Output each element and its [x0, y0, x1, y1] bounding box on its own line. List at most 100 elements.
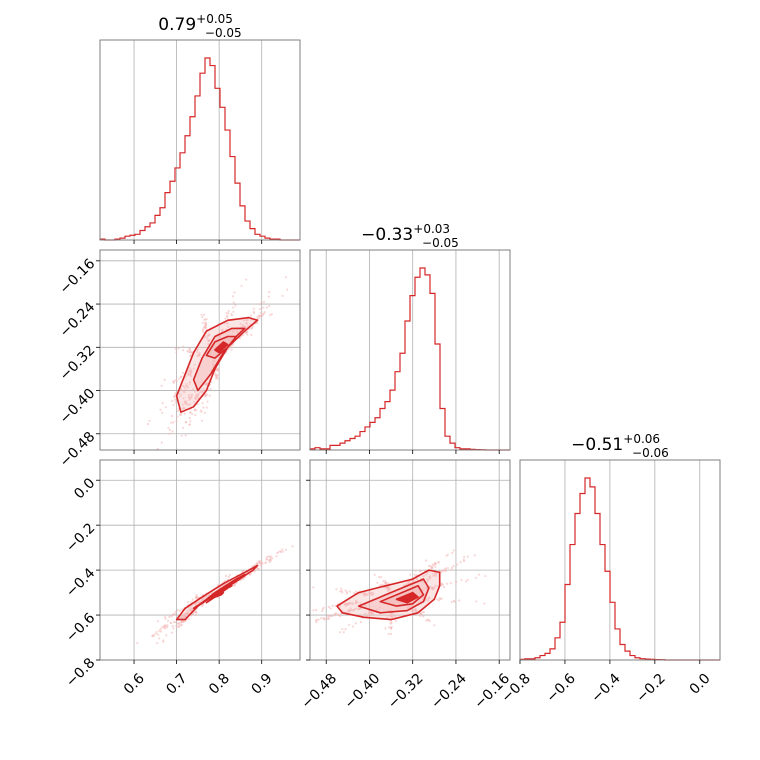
scatter-point	[191, 412, 194, 416]
scatter-point	[182, 349, 185, 352]
scatter-point	[387, 632, 390, 636]
scatter-point	[326, 617, 329, 620]
scatter-point	[454, 580, 458, 584]
scatter-point	[181, 426, 185, 429]
scatter-point	[321, 607, 324, 611]
scatter-point	[339, 615, 342, 618]
scatter-point	[355, 601, 358, 605]
scatter-point	[428, 574, 432, 578]
scatter-point	[450, 568, 453, 571]
y-tick-label: −0.2	[63, 520, 98, 555]
scatter-point	[286, 288, 289, 291]
scatter-point	[233, 291, 236, 294]
scatter-point	[259, 311, 262, 314]
scatter-point	[406, 582, 409, 585]
title-minus: −0.05	[205, 26, 242, 40]
scatter-point	[322, 616, 325, 619]
scatter-point	[193, 409, 196, 412]
scatter-point	[364, 612, 367, 615]
scatter-point	[426, 580, 429, 584]
scatter-point	[186, 600, 190, 604]
scatter-point	[205, 318, 208, 321]
scatter-point	[262, 306, 265, 309]
scatter-point	[226, 315, 229, 318]
scatter-point	[281, 548, 284, 551]
scatter-point	[205, 382, 208, 386]
scatter-point	[433, 587, 436, 590]
contour-level-3	[395, 591, 419, 604]
scatter-point	[422, 615, 425, 618]
y-tick-label: −0.24	[57, 299, 99, 341]
scatter-point	[260, 562, 263, 565]
title-value: −0.51	[571, 435, 623, 455]
scatter-point	[370, 611, 373, 614]
scatter-point	[183, 412, 186, 415]
title-minus: −0.06	[632, 446, 669, 460]
scatter-point	[172, 403, 175, 406]
scatter-point	[213, 359, 216, 362]
scatter-point	[415, 577, 419, 580]
scatter-point	[200, 313, 203, 316]
scatter-point	[242, 577, 245, 581]
scatter-point	[221, 328, 224, 331]
scatter-point	[148, 419, 151, 423]
scatter-point	[314, 619, 318, 622]
scatter-point	[414, 607, 417, 611]
scatter-point	[434, 572, 438, 575]
scatter-point	[170, 421, 173, 424]
scatter-point	[184, 387, 187, 390]
scatter-point	[183, 385, 186, 388]
scatter-point	[196, 394, 200, 397]
scatter-point	[382, 579, 385, 583]
scatter-point	[257, 560, 260, 563]
scatter-point	[155, 630, 158, 634]
scatter-point	[249, 318, 253, 322]
scatter-point	[335, 588, 338, 591]
grid-lines	[325, 250, 500, 450]
scatter-point	[206, 400, 209, 403]
scatter-point	[225, 574, 228, 577]
contour-level-2	[205, 585, 233, 604]
scatter-point	[258, 316, 261, 320]
scatter-point	[156, 447, 159, 450]
scatter-point	[320, 609, 324, 613]
histogram-panel-0: 0.79+0.05 −0.05	[99, 12, 301, 244]
scatter-point	[205, 337, 208, 340]
scatter-point	[284, 548, 288, 551]
scatter-point	[166, 619, 170, 622]
scatter-point	[194, 390, 197, 393]
contour-level-3	[214, 591, 225, 598]
scatter-point	[426, 578, 429, 581]
scatter-point	[188, 382, 191, 385]
scatter-point	[162, 625, 165, 628]
scatter-point	[434, 584, 437, 587]
scatter-point	[164, 617, 167, 620]
scatter-point	[199, 391, 202, 394]
title-value: −0.33	[361, 225, 413, 245]
scatter-point	[429, 585, 432, 588]
scatter-point	[200, 419, 204, 422]
scatter-point	[253, 570, 256, 573]
scatter-point	[445, 554, 448, 557]
scatter-point	[195, 594, 198, 597]
scatter-point	[291, 545, 294, 548]
scatter-point	[167, 426, 170, 430]
scatter-point	[430, 566, 433, 570]
x-tick-label: −0.6	[543, 671, 578, 706]
scatter-point	[394, 619, 397, 622]
scatter-point	[178, 392, 181, 395]
scatter-point	[348, 601, 352, 605]
scatter-point	[427, 564, 431, 567]
grid-lines	[100, 250, 300, 450]
scatter-point	[327, 605, 331, 608]
scatter-point	[168, 428, 171, 432]
scatter-point	[189, 372, 192, 375]
scatter-point	[259, 564, 262, 567]
scatter-point	[406, 606, 409, 609]
scatter-point	[434, 563, 437, 566]
scatter-point	[181, 371, 185, 375]
scatter-point	[180, 616, 183, 620]
scatter-point	[311, 534, 313, 536]
scatter-point	[483, 602, 486, 605]
x-tick-label: 0.0	[687, 671, 714, 698]
